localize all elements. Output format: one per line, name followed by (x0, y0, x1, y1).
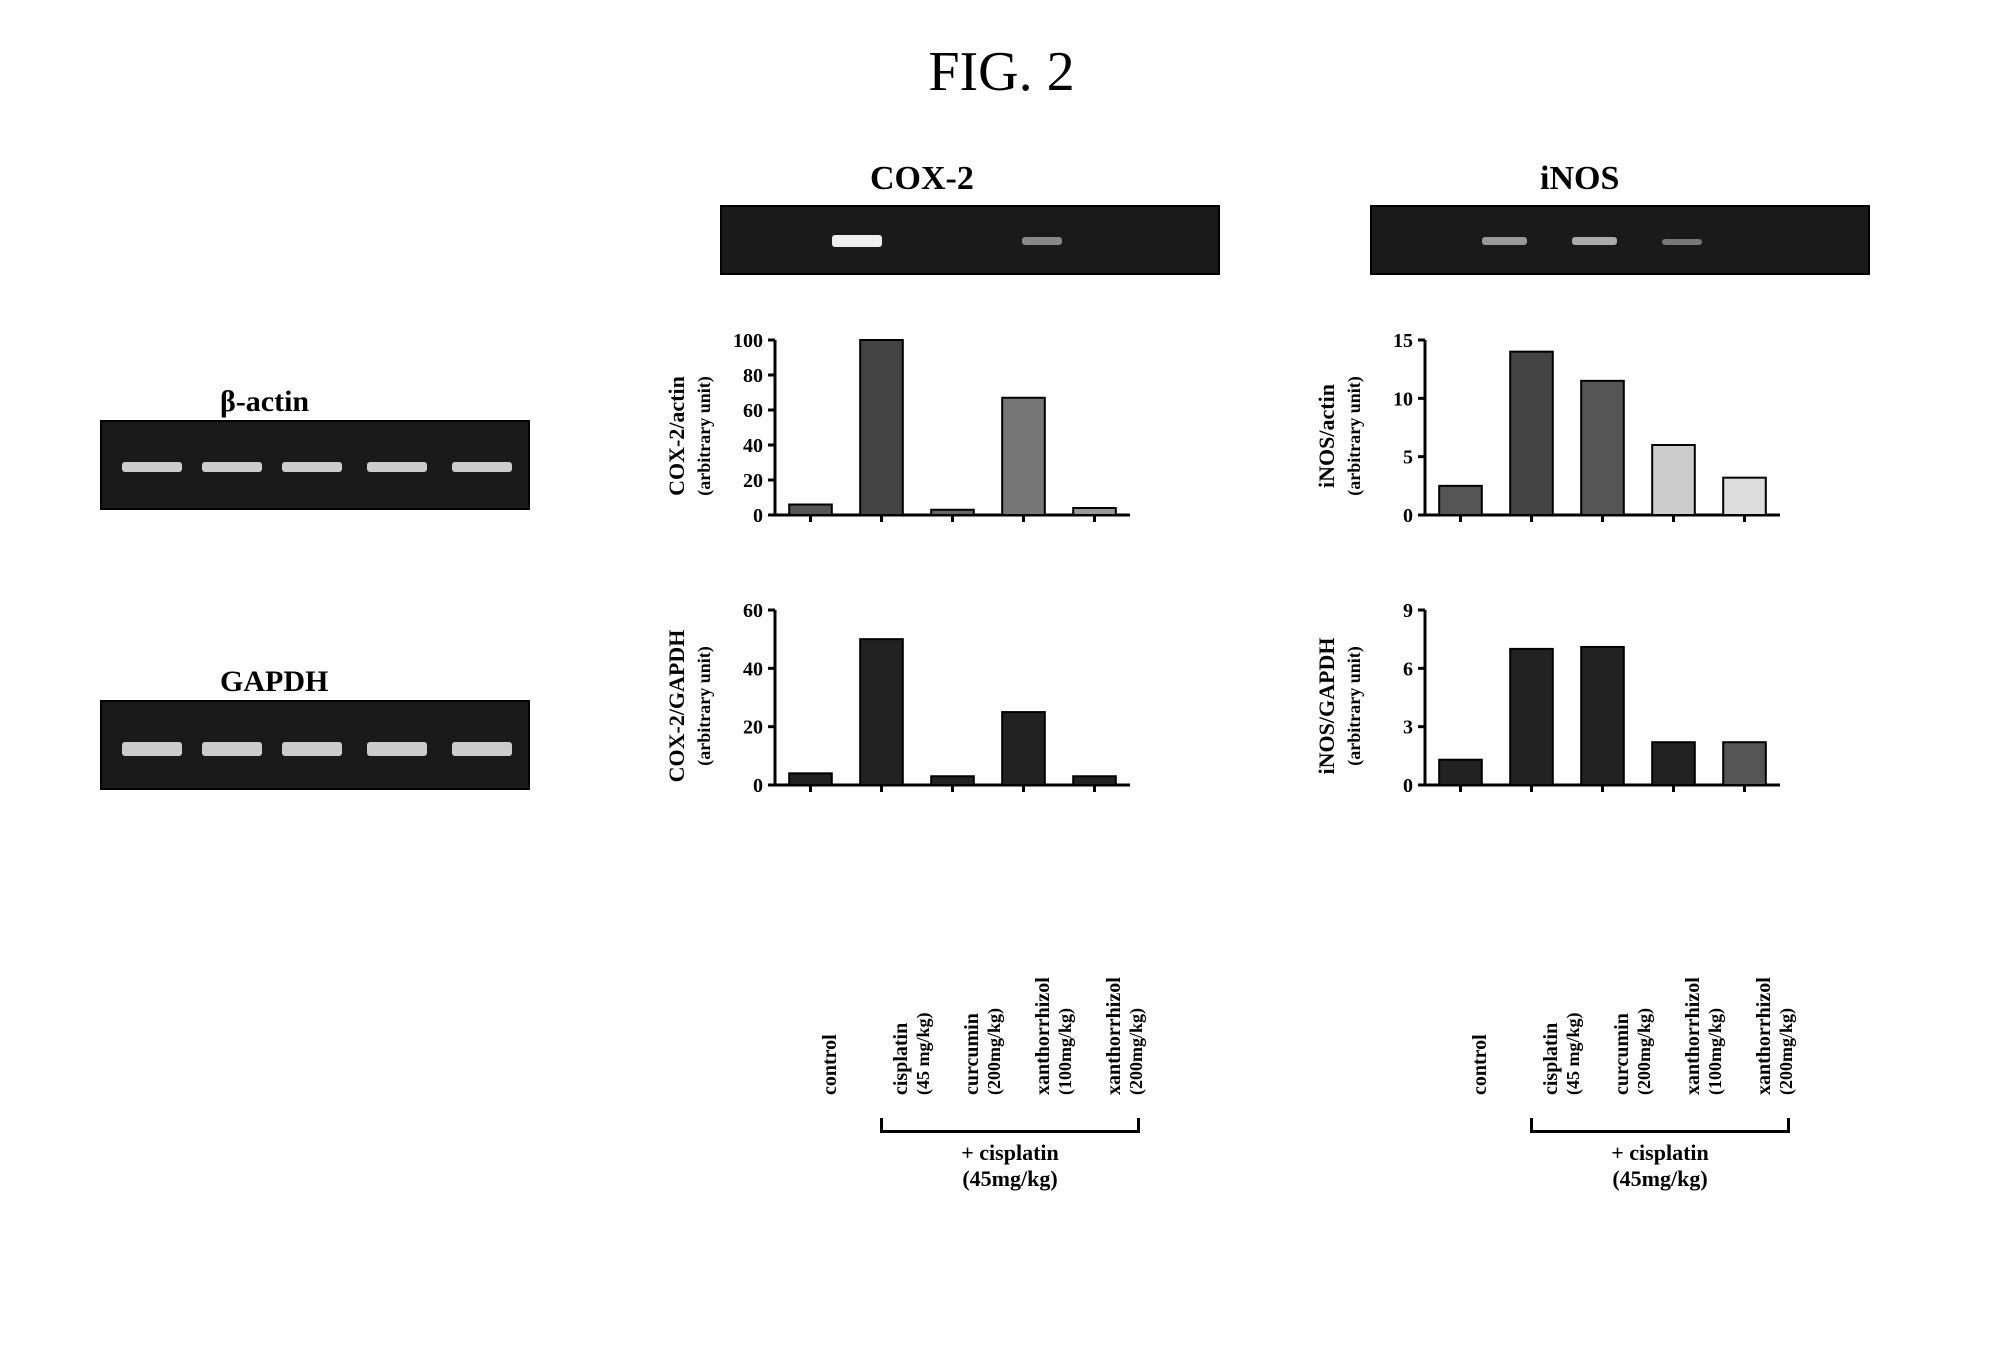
svg-text:20: 20 (743, 717, 763, 739)
category-label: cisplatin(45 mg/kg) (1540, 1013, 1584, 1096)
inos-title: iNOS (1540, 160, 1619, 198)
xlabels-cox2: control cisplatin(45 mg/kg) curcumin(200mg… (720, 815, 1140, 1115)
svg-text:40: 40 (743, 658, 763, 680)
figure-title: FIG. 2 (928, 40, 1074, 104)
svg-text:6: 6 (1403, 658, 1413, 680)
svg-text:100: 100 (733, 330, 763, 352)
svg-text:0: 0 (753, 775, 763, 795)
svg-text:60: 60 (743, 400, 763, 422)
category-label: xanthorrhizol(200mg/kg) (1753, 977, 1797, 1095)
cox2-title: COX-2 (870, 160, 974, 198)
svg-text:0: 0 (753, 505, 763, 525)
svg-text:40: 40 (743, 435, 763, 457)
svg-text:80: 80 (743, 365, 763, 387)
chart-inos-gapdh: 0 3 6 9 (1370, 600, 1790, 795)
svg-text:3: 3 (1403, 717, 1413, 739)
category-label: curcumin(200mg/kg) (961, 1008, 1005, 1095)
svg-text:15: 15 (1393, 330, 1413, 352)
svg-text:10: 10 (1393, 388, 1413, 410)
gapdh-label: GAPDH (220, 665, 328, 699)
ylabel-inos-gapdh: iNOS/GAPDH (arbitrary unit) (1314, 596, 1366, 816)
beta-actin-gel (100, 420, 530, 510)
ylabel-cox2-gapdh: COX-2/GAPDH (arbitrary unit) (664, 596, 716, 816)
ylabel-cox2-actin: COX-2/actin (arbitrary unit) (664, 336, 716, 536)
inos-gel (1370, 205, 1870, 275)
svg-text:5: 5 (1403, 447, 1413, 469)
chart-cox2-gapdh: 0 20 40 60 (720, 600, 1140, 795)
ylabel-inos-actin: iNOS/actin (arbitrary unit) (1314, 336, 1366, 536)
chart-cox2-actin: 0 20 40 60 80 100 (720, 330, 1140, 525)
svg-text:0: 0 (1403, 775, 1413, 795)
cox2-gel (720, 205, 1220, 275)
svg-text:20: 20 (743, 470, 763, 492)
svg-text:60: 60 (743, 600, 763, 622)
category-label: curcumin(200mg/kg) (1611, 1008, 1655, 1095)
category-label: xanthorrhizol(200mg/kg) (1103, 977, 1147, 1095)
beta-actin-label: β-actin (220, 385, 309, 419)
gapdh-gel (100, 700, 530, 790)
category-label: control (819, 1034, 842, 1095)
chart-inos-actin: 0 5 10 15 (1370, 330, 1790, 525)
svg-text:0: 0 (1403, 505, 1413, 525)
svg-text:9: 9 (1403, 600, 1413, 622)
category-label: control (1469, 1034, 1492, 1095)
category-label: cisplatin(45 mg/kg) (890, 1013, 934, 1096)
category-label: xanthorrhizol(100mg/kg) (1682, 977, 1726, 1095)
xlabels-inos: control cisplatin(45 mg/kg) curcumin(200mg… (1370, 815, 1790, 1115)
category-label: xanthorrhizol(100mg/kg) (1032, 977, 1076, 1095)
